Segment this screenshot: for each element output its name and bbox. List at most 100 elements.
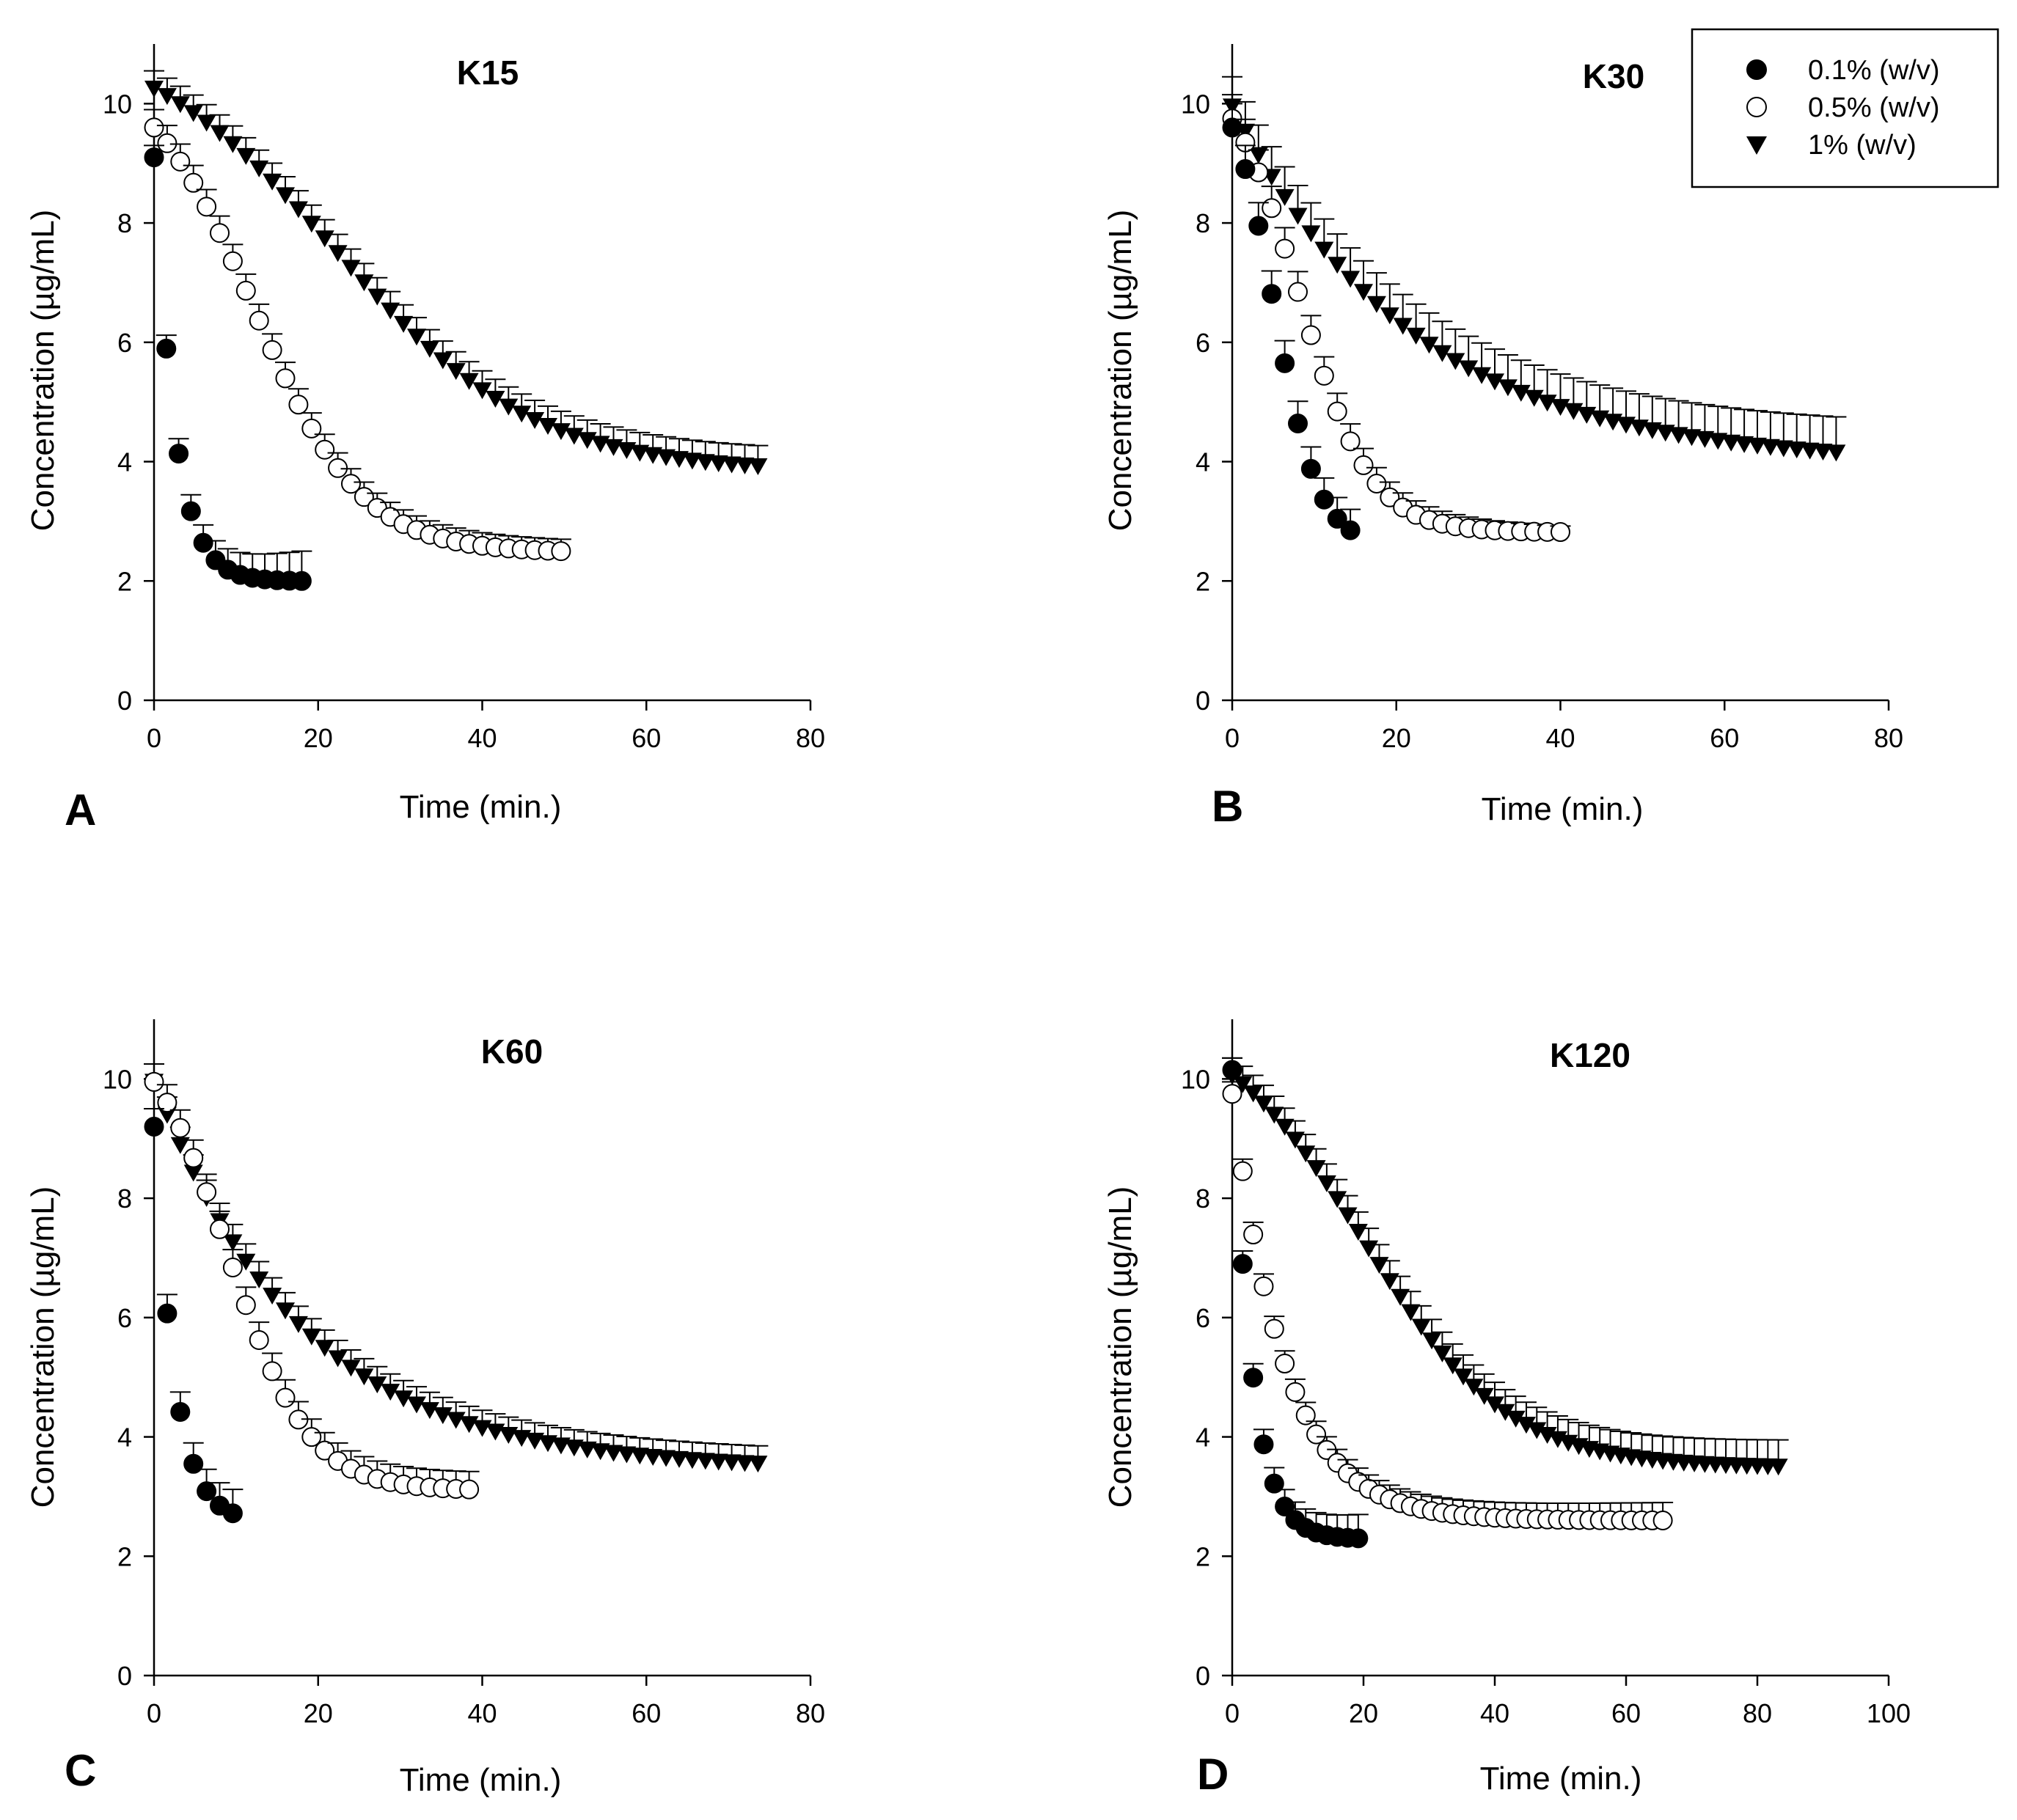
data-point-triangle — [1537, 395, 1557, 412]
panel-letter: C — [65, 1746, 96, 1795]
data-point-triangle — [499, 398, 519, 416]
data-point-open-circle — [1306, 1424, 1327, 1445]
data-point-triangle — [1506, 1410, 1526, 1428]
data-point-triangle — [1328, 257, 1347, 274]
y-tick-label: 10 — [1181, 1064, 1210, 1094]
data-point-filled-circle — [183, 1453, 204, 1474]
legend-open-circle-marker — [1746, 97, 1767, 117]
data-point-triangle — [1288, 208, 1308, 225]
data-point-triangle — [1464, 1379, 1484, 1396]
x-axis-label: Time (min.) — [1480, 1761, 1642, 1797]
y-tick-label: 2 — [1196, 566, 1210, 596]
panel-title: K15 — [457, 54, 519, 92]
data-point-open-circle — [315, 1440, 335, 1461]
data-point-triangle — [551, 1437, 571, 1455]
data-point-triangle — [183, 105, 203, 122]
data-point-open-circle — [1222, 1084, 1242, 1104]
legend: 0.1% (w/v) 0.5% (w/v) 1% (w/v) — [1691, 28, 1999, 188]
data-point-triangle — [288, 1316, 308, 1333]
data-point-triangle — [170, 1137, 190, 1154]
x-tick-label: 20 — [1382, 723, 1411, 753]
data-point-triangle — [630, 1447, 650, 1465]
data-point-triangle — [695, 1453, 715, 1470]
series-s01 — [144, 1108, 244, 1524]
data-point-triangle — [722, 456, 742, 474]
data-point-triangle — [1285, 1131, 1305, 1149]
data-point-triangle — [1264, 1107, 1284, 1124]
x-tick-label: 20 — [1349, 1698, 1378, 1728]
data-point-triangle — [1498, 379, 1518, 397]
y-axis-label: Concentration (µg/mL) — [25, 210, 61, 532]
data-point-triangle — [223, 1234, 243, 1252]
data-point-triangle — [643, 447, 663, 464]
data-point-triangle — [144, 81, 164, 98]
data-point-triangle — [1485, 373, 1504, 391]
data-point-open-circle — [262, 340, 282, 360]
data-point-triangle — [551, 423, 571, 441]
data-point-open-circle — [144, 117, 164, 138]
data-point-triangle — [1496, 1403, 1515, 1421]
data-point-triangle — [1721, 434, 1741, 452]
y-tick-label: 6 — [1196, 328, 1210, 358]
data-point-filled-circle — [156, 338, 177, 359]
data-point-triangle — [1401, 1304, 1421, 1321]
data-point-filled-circle — [1243, 1368, 1264, 1388]
data-point-triangle — [1253, 1096, 1273, 1113]
data-point-triangle — [1459, 360, 1479, 378]
x-axis-label: Time (min.) — [400, 789, 562, 825]
x-tick-label: 60 — [632, 1698, 661, 1728]
data-point-triangle — [617, 1446, 637, 1464]
y-tick-label: 6 — [1196, 1303, 1210, 1333]
data-point-open-circle — [249, 1329, 269, 1350]
x-tick-label: 40 — [1480, 1698, 1509, 1728]
legend-triangle-marker — [1746, 136, 1767, 155]
data-point-triangle — [394, 315, 414, 333]
series-s05 — [1222, 94, 1571, 543]
data-point-filled-circle — [1314, 489, 1334, 510]
data-point-triangle — [1411, 1318, 1431, 1336]
data-point-triangle — [682, 452, 702, 470]
data-point-triangle — [1454, 1368, 1474, 1386]
data-point-open-circle — [1262, 198, 1282, 219]
data-point-triangle — [643, 1448, 663, 1466]
data-point-open-circle — [1295, 1405, 1316, 1425]
data-point-triangle — [1406, 327, 1426, 345]
y-tick-label: 0 — [117, 1661, 132, 1691]
panel-d-k120: K120 D Time (min.) Concentration (µg/mL)… — [1102, 1019, 1911, 1799]
data-point-open-circle — [222, 1258, 243, 1278]
data-point-triangle — [407, 329, 426, 346]
data-point-triangle — [170, 96, 190, 114]
data-point-triangle — [446, 1412, 466, 1429]
data-point-filled-circle — [1340, 520, 1361, 540]
data-point-triangle — [1341, 271, 1361, 288]
y-tick-label: 10 — [103, 89, 132, 119]
data-point-open-circle — [235, 280, 256, 301]
data-point-filled-circle — [1327, 508, 1347, 529]
data-point-triangle — [1243, 1085, 1263, 1103]
data-point-triangle — [1760, 439, 1780, 456]
y-tick-label: 2 — [117, 1541, 132, 1571]
data-point-open-circle — [301, 418, 322, 439]
data-point-filled-circle — [291, 570, 312, 591]
data-point-triangle — [1748, 437, 1767, 455]
data-point-open-circle — [183, 172, 204, 193]
data-point-triangle — [433, 1407, 453, 1425]
data-point-filled-circle — [1288, 413, 1308, 433]
x-tick-label: 60 — [632, 723, 661, 753]
data-point-filled-circle — [1300, 458, 1321, 479]
data-point-open-circle — [183, 1148, 204, 1168]
panel-title: K30 — [1583, 57, 1644, 95]
data-point-triangle — [1735, 436, 1754, 453]
data-point-triangle — [315, 1340, 334, 1357]
x-tick-label: 0 — [147, 723, 161, 753]
data-point-triangle — [1354, 284, 1373, 301]
data-point-triangle — [210, 125, 230, 142]
data-point-filled-circle — [170, 1401, 191, 1422]
data-point-open-circle — [315, 439, 335, 460]
data-point-triangle — [1800, 442, 1820, 460]
data-point-triangle — [1708, 433, 1728, 450]
data-point-triangle — [354, 1368, 374, 1386]
data-point-triangle — [538, 417, 557, 435]
y-tick-label: 8 — [117, 208, 132, 238]
